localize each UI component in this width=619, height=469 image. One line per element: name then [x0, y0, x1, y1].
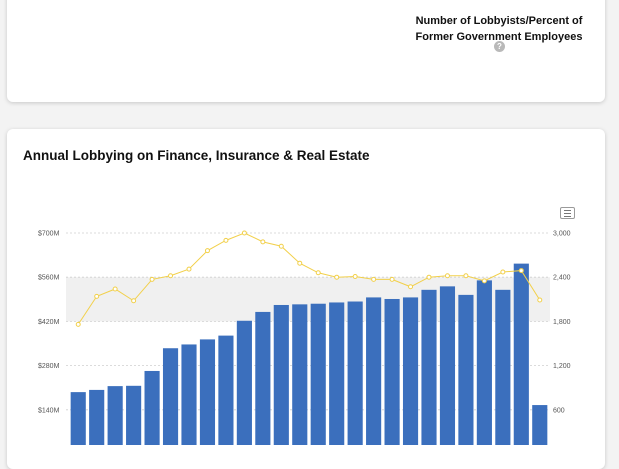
line-point: [389, 276, 395, 282]
y-right-tick-label: 2,400: [553, 275, 571, 282]
bar: [366, 297, 382, 445]
y-right-tick-label: 1,200: [553, 363, 571, 370]
line-point: [463, 273, 469, 279]
line-point: [334, 274, 340, 280]
bar: [236, 320, 252, 445]
chart-plot: $140M 600 $280M 1,200 $420M 1,800 $560M 2,400 $7…: [38, 230, 571, 445]
bar: [476, 280, 492, 445]
y-left-tick-label: $420M: [38, 319, 60, 326]
y-right-tick-label: 3,000: [553, 231, 571, 238]
line-point: [94, 293, 100, 299]
bar: [495, 289, 511, 445]
bar: [218, 335, 234, 445]
stat-label-line2: Former Government Employees: [415, 31, 583, 43]
line-point: [186, 266, 192, 272]
y-left-tick-label: $700M: [38, 231, 60, 238]
bar: [144, 370, 160, 445]
bar: [329, 302, 345, 445]
question-icon[interactable]: ?: [494, 41, 505, 52]
chart-title: Annual Lobbying on Finance, Insurance & …: [23, 148, 370, 163]
y-left-tick-label: $280M: [38, 363, 60, 370]
lobbyists-stat-label: Number of Lobbyists/Percent of Former Go…: [388, 13, 610, 45]
bar: [421, 289, 437, 445]
line-point: [537, 297, 543, 303]
line-point: [426, 274, 432, 280]
line-point: [518, 268, 524, 274]
bar: [384, 298, 400, 445]
line-point: [278, 243, 284, 249]
line-point: [149, 276, 155, 282]
bar: [310, 303, 326, 445]
bar: [439, 286, 456, 445]
line-point: [75, 321, 81, 327]
bar: [199, 339, 216, 445]
bar: [273, 304, 289, 445]
line-point: [444, 273, 450, 279]
bar: [255, 311, 271, 445]
line-point: [481, 278, 487, 284]
line-point: [112, 286, 118, 292]
stat-label-line1: Number of Lobbyists/Percent of: [415, 15, 583, 27]
line-point: [260, 239, 266, 245]
y-left-tick-label: $560M: [38, 275, 60, 282]
line-point: [500, 269, 506, 275]
hamburger-menu-icon[interactable]: [560, 207, 575, 219]
bar: [532, 405, 548, 445]
line-point: [131, 298, 137, 304]
bar: [513, 263, 529, 445]
y-right-tick-label: 600: [553, 407, 565, 414]
line-series: [77, 232, 541, 325]
bar: [181, 344, 197, 445]
bar: [89, 389, 105, 445]
y-left-tick-label: $140M: [38, 407, 60, 414]
line-point: [204, 248, 210, 254]
line-point: [315, 270, 321, 276]
y-right-tick-label: 1,800: [553, 319, 571, 326]
line-point: [352, 273, 358, 279]
lobbyists-card: [7, 0, 605, 102]
line-point: [297, 260, 303, 266]
bar: [107, 386, 123, 445]
line-point: [241, 230, 247, 236]
bar: [347, 301, 363, 445]
bar: [70, 392, 86, 445]
bar: [126, 385, 142, 445]
bar: [292, 304, 308, 445]
bar: [458, 294, 474, 445]
line-point: [408, 284, 414, 290]
bar: [162, 348, 179, 445]
line-point: [168, 273, 174, 279]
bar: [402, 297, 419, 445]
line-point: [223, 237, 229, 243]
line-point: [371, 276, 377, 282]
